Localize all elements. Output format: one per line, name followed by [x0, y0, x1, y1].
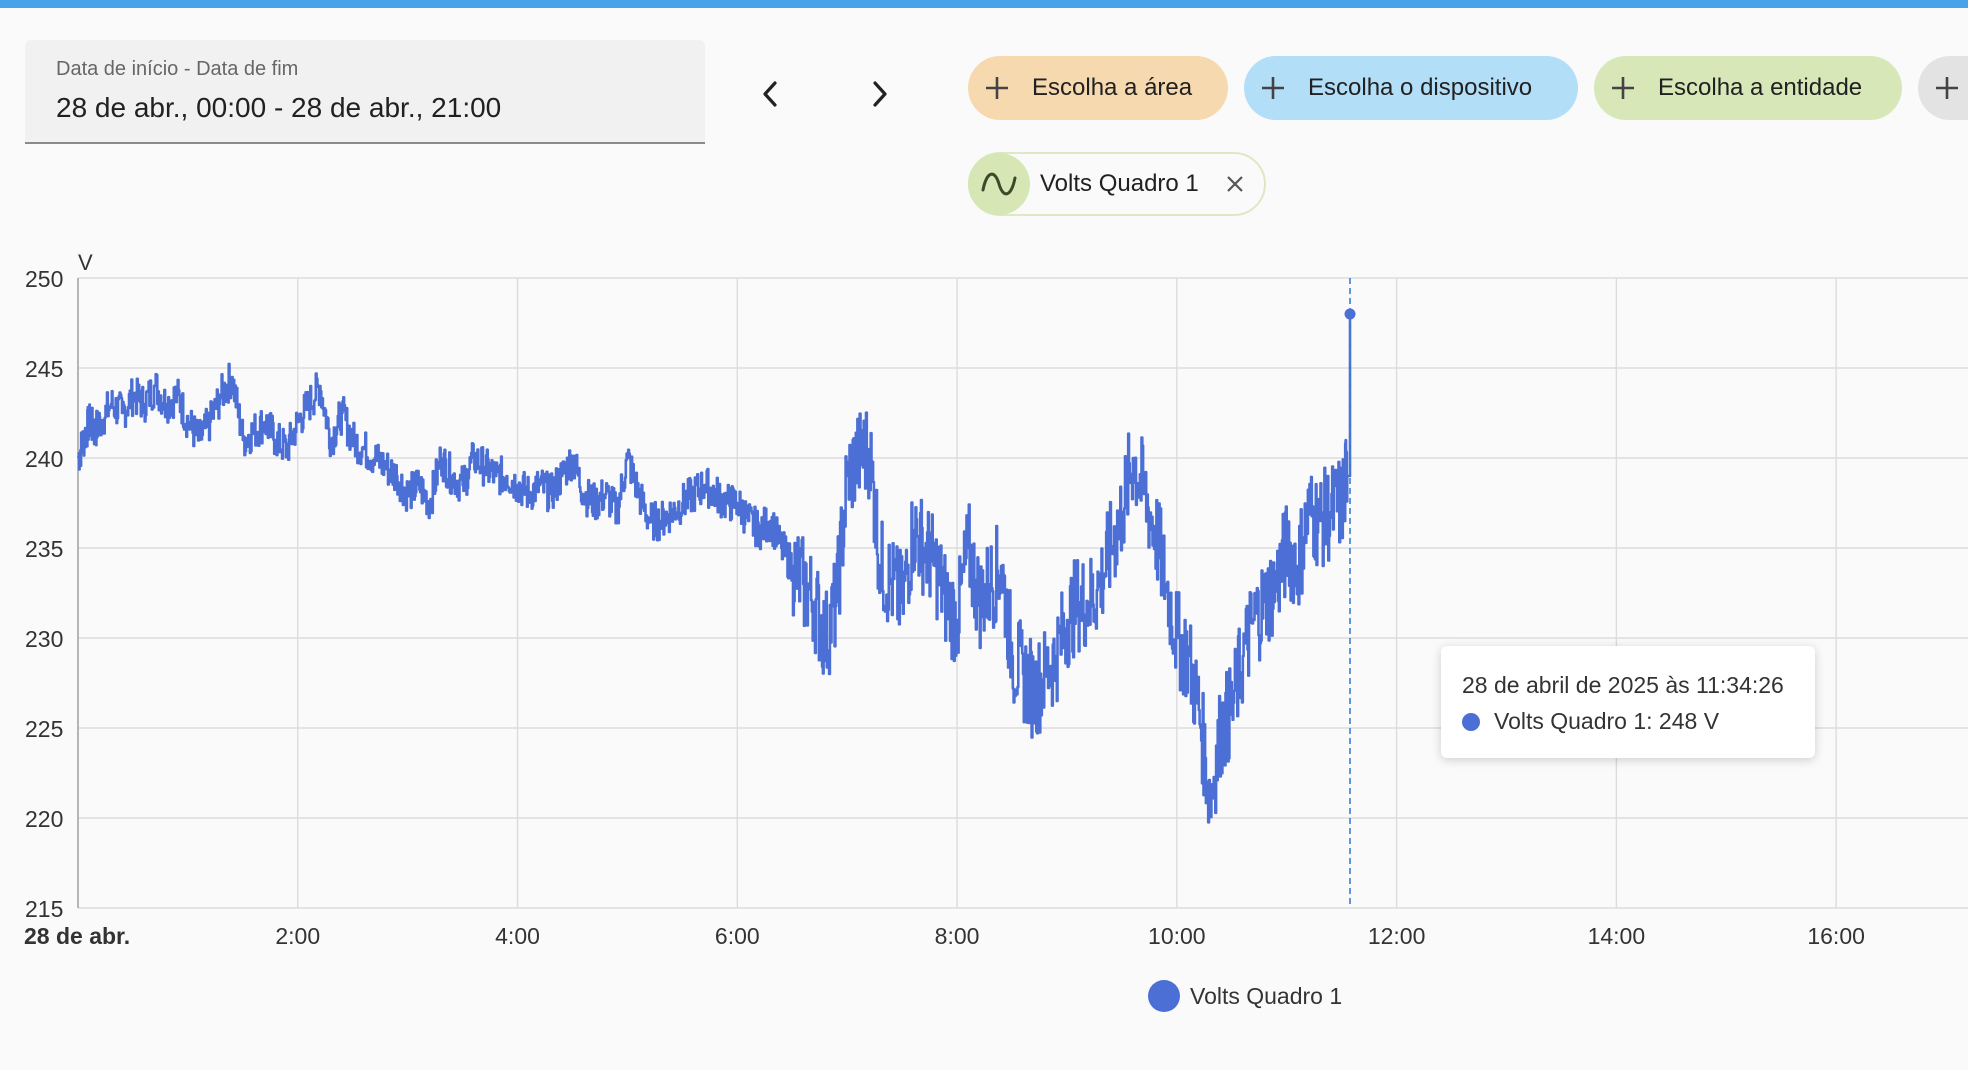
- plus-icon: [1934, 75, 1960, 101]
- chart-tooltip: 28 de abril de 2025 às 11:34:26 Volts Qu…: [1441, 646, 1815, 758]
- y-tick-label: 245: [25, 356, 63, 382]
- choose-label-button[interactable]: [1918, 56, 1968, 120]
- choose-entity-button[interactable]: Escolha a entidade: [1594, 56, 1902, 120]
- y-tick-label: 220: [25, 806, 63, 832]
- series-line-volts-quadro-1[interactable]: [77, 314, 1352, 824]
- tooltip-value-row: Volts Quadro 1: 248 V: [1462, 708, 1719, 735]
- x-tick-label: 28 de abr.: [24, 923, 130, 949]
- x-tick-label: 16:00: [1807, 923, 1865, 949]
- plus-icon: [1260, 75, 1286, 101]
- tooltip-timestamp: 28 de abril de 2025 às 11:34:26: [1462, 672, 1784, 698]
- date-range-label: Data de início - Data de fim: [56, 58, 299, 80]
- close-icon: [1226, 176, 1243, 192]
- y-tick-label: 250: [25, 266, 63, 292]
- x-tick-label: 12:00: [1368, 923, 1426, 949]
- next-period-button[interactable]: [850, 64, 910, 124]
- x-tick-label: 8:00: [935, 923, 980, 949]
- choose-device-label: Escolha o dispositivo: [1308, 74, 1533, 101]
- series-color-dot: [1462, 712, 1480, 731]
- x-tick-label: 6:00: [715, 923, 760, 949]
- choose-area-label: Escolha a área: [1032, 74, 1193, 101]
- x-tick-label: 4:00: [495, 923, 540, 949]
- plus-icon: [984, 75, 1010, 101]
- chevron-left-icon: [763, 81, 777, 107]
- selected-entity-chip[interactable]: Volts Quadro 1: [968, 152, 1266, 216]
- x-tick-label: 10:00: [1148, 923, 1206, 949]
- plus-icon: [1610, 75, 1636, 101]
- y-tick-label: 215: [25, 896, 63, 922]
- y-tick-label: 240: [25, 446, 63, 472]
- previous-period-button[interactable]: [740, 64, 800, 124]
- selected-entity-name: Volts Quadro 1: [1040, 170, 1199, 197]
- x-tick-label: 14:00: [1588, 923, 1646, 949]
- y-tick-label: 230: [25, 626, 63, 652]
- legend-label: Volts Quadro 1: [1190, 982, 1343, 1009]
- y-tick-label: 235: [25, 536, 63, 562]
- sine-wave-icon: [968, 153, 1030, 215]
- y-tick-label: 225: [25, 716, 63, 742]
- top-accent-bar: [0, 0, 1968, 8]
- tooltip-value: Volts Quadro 1: 248 V: [1494, 708, 1720, 734]
- date-range-picker[interactable]: Data de início - Data de fim 28 de abr.,…: [25, 40, 705, 144]
- chevron-right-icon: [873, 81, 887, 107]
- choose-device-button[interactable]: Escolha o dispositivo: [1244, 56, 1578, 120]
- date-range-value: 28 de abr., 00:00 - 28 de abr., 21:00: [56, 92, 502, 123]
- remove-entity-button[interactable]: [1221, 170, 1249, 198]
- choose-area-button[interactable]: Escolha a área: [968, 56, 1228, 120]
- hover-point: [1344, 308, 1356, 320]
- legend-color-dot: [1148, 980, 1180, 1012]
- choose-entity-label: Escolha a entidade: [1658, 74, 1863, 101]
- y-unit-label: V: [78, 250, 93, 275]
- legend-item[interactable]: Volts Quadro 1: [1148, 980, 1342, 1012]
- x-tick-label: 2:00: [275, 923, 320, 949]
